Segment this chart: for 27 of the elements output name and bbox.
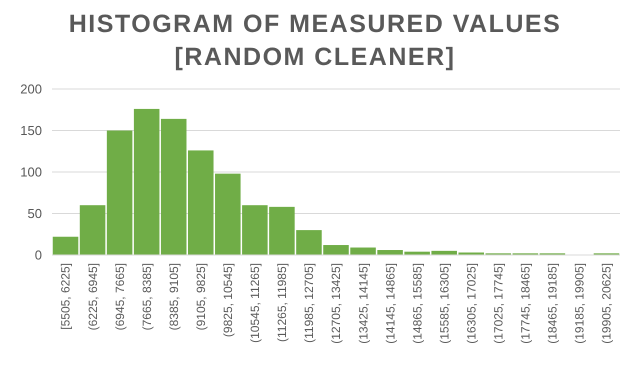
chart-title: HISTOGRAM OF MEASURED VALUES [RANDOM CLEANER] bbox=[68, 10, 562, 71]
x-tick-label: (10545, 11265] bbox=[248, 263, 262, 343]
x-tick-label: (19905, 20625] bbox=[600, 263, 614, 344]
x-tick-label: (11985, 12705] bbox=[302, 263, 316, 343]
x-tick-label: (7665, 8385] bbox=[140, 263, 154, 330]
y-tick-label: 100 bbox=[20, 164, 42, 180]
x-tick-label: (16305, 17025] bbox=[464, 263, 478, 344]
x-tick-label: (6945, 7665] bbox=[112, 263, 127, 330]
x-tick-label: (13425, 14145] bbox=[356, 263, 370, 344]
y-tick-label: 150 bbox=[20, 123, 42, 138]
x-tick-label: (18465, 19185] bbox=[546, 263, 560, 344]
x-tick-label: (11265, 11985] bbox=[275, 263, 290, 342]
x-tick-label: (17025, 17745] bbox=[491, 263, 506, 344]
x-tick-label: (8385, 9105] bbox=[166, 263, 181, 330]
y-tick-label: 50 bbox=[28, 206, 42, 222]
x-tick-label: (17745, 18465] bbox=[518, 263, 533, 344]
y-tick-label: 200 bbox=[20, 82, 42, 97]
x-tick-label: (9825, 10545] bbox=[221, 263, 236, 338]
x-tick-label: (15585, 16305] bbox=[437, 263, 452, 344]
x-tick-label: [5505, 6225] bbox=[58, 263, 73, 330]
x-tick-label: (6225, 6945] bbox=[86, 263, 100, 330]
x-tick-label: (14145, 14865] bbox=[383, 263, 398, 344]
x-tick-label: (12705, 13425] bbox=[329, 263, 344, 344]
x-tick-label: (14865, 15585] bbox=[410, 263, 424, 344]
x-tick-label: (9105, 9825] bbox=[194, 263, 208, 330]
x-tick-label: (19185, 19905] bbox=[572, 263, 587, 344]
y-tick-label: 0 bbox=[34, 248, 42, 263]
